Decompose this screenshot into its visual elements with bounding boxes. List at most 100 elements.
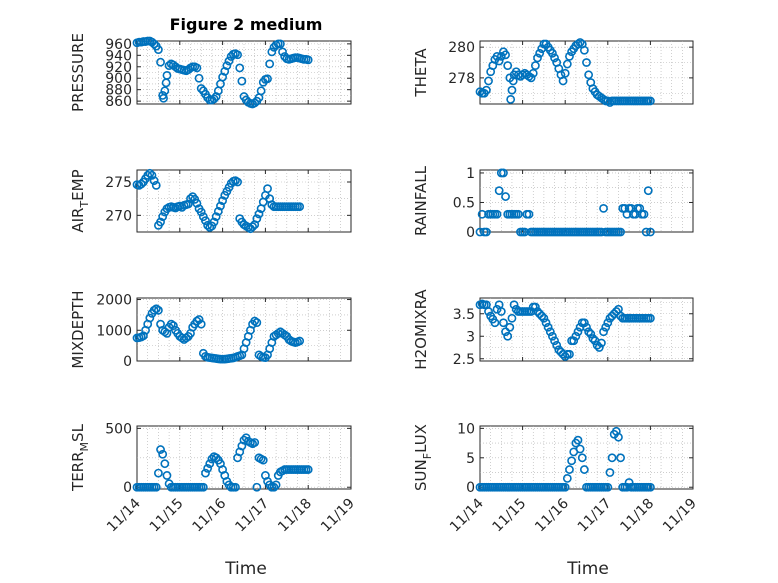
data-point-pressure xyxy=(160,86,170,96)
data-point-theta xyxy=(573,39,583,49)
data-point-air_temp xyxy=(143,170,153,180)
grid-rainfall xyxy=(480,170,693,232)
data-point-terr_msl xyxy=(269,482,279,492)
data-point-h2omixra xyxy=(571,331,581,341)
y-tick-label-sun_flux: 5 xyxy=(466,451,475,467)
x-tick-label: 11/14 xyxy=(104,495,144,535)
data-point-h2omixra xyxy=(560,352,570,361)
data-point-theta xyxy=(582,58,591,67)
y-axis-label-theta: THETA xyxy=(412,48,430,98)
data-point-h2omixra xyxy=(586,329,596,339)
data-point-sun_flux xyxy=(577,453,587,463)
data-point-h2omixra xyxy=(545,327,555,337)
data-point-air_temp xyxy=(201,216,210,226)
data-point-h2omixra xyxy=(594,343,604,352)
y-tick-label-terr_msl: 500 xyxy=(105,421,132,437)
series-rainfall xyxy=(475,168,655,237)
x-tick-label: 11/16 xyxy=(532,495,572,535)
data-point-air_temp xyxy=(233,177,242,187)
series-h2omixra xyxy=(475,299,655,361)
series-mixdepth xyxy=(132,304,305,364)
data-point-air_temp xyxy=(218,196,227,206)
data-point-air_temp xyxy=(254,209,264,219)
data-point-h2omixra xyxy=(597,338,606,348)
data-point-air_temp xyxy=(186,194,195,204)
y-tick-label-pressure: 900 xyxy=(105,71,132,87)
panel-mixdepth: 0 1000 2000 MIXDEPTH xyxy=(69,290,352,370)
data-point-rainfall xyxy=(641,227,651,237)
data-point-air_temp xyxy=(263,184,272,194)
data-point-theta xyxy=(496,51,506,61)
data-point-terr_msl xyxy=(162,471,172,480)
series-air_temp xyxy=(132,168,305,234)
data-point-terr_msl xyxy=(156,445,165,454)
data-point-mixdepth xyxy=(145,313,155,323)
y-tick-label-theta: 280 xyxy=(448,40,475,56)
data-point-h2omixra xyxy=(543,322,553,332)
data-point-mixdepth xyxy=(153,305,163,315)
data-point-air_temp xyxy=(183,199,193,209)
y-tick-label-terr_msl: 0 xyxy=(123,480,132,496)
data-point-theta xyxy=(575,38,585,47)
y-tick-label-h2omixra: 2.5 xyxy=(453,352,475,368)
x-tick-label: 11/16 xyxy=(190,495,230,535)
data-point-air_temp xyxy=(211,212,221,222)
data-point-theta xyxy=(506,94,516,104)
x-tick-label: 11/15 xyxy=(490,496,530,536)
data-point-pressure xyxy=(275,39,285,49)
series-terr_msl xyxy=(132,433,313,492)
data-point-h2omixra xyxy=(492,304,502,314)
data-point-theta xyxy=(530,61,540,70)
panel-air_temp: 270 275 AIRTEMP xyxy=(69,168,352,234)
data-point-rainfall xyxy=(643,186,653,196)
x-tick-label: 11/18 xyxy=(617,496,657,536)
data-point-rainfall xyxy=(599,203,608,213)
data-point-h2omixra xyxy=(552,340,562,350)
data-point-terr_msl xyxy=(250,438,260,447)
data-point-h2omixra xyxy=(548,331,557,341)
y-tick-label-theta: 278 xyxy=(448,71,475,87)
panel-h2omixra: 2.5 3 3.5 H2OMIXRA xyxy=(412,289,694,370)
data-point-terr_msl xyxy=(201,468,210,478)
data-point-mixdepth xyxy=(295,336,305,346)
data-point-pressure xyxy=(233,50,242,60)
x-tick-label: 11/19 xyxy=(318,496,358,536)
y-tick-label-mixdepth: 0 xyxy=(123,354,132,370)
data-point-sun_flux xyxy=(616,453,625,463)
data-point-terr_msl xyxy=(153,468,163,478)
data-point-mixdepth xyxy=(139,331,148,341)
data-point-rainfall xyxy=(513,209,523,219)
data-point-theta xyxy=(584,70,594,80)
y-axis-label-air_temp: AIRTEMP xyxy=(69,169,91,232)
data-point-terr_msl xyxy=(231,482,240,492)
data-point-rainfall xyxy=(492,209,502,219)
data-point-terr_msl xyxy=(198,482,208,492)
data-point-mixdepth xyxy=(196,319,206,329)
x-axis-label-left: Time xyxy=(224,559,267,579)
grid-sun_flux xyxy=(480,426,693,489)
data-point-theta xyxy=(550,53,559,63)
y-tick-label-h2omixra: 3.5 xyxy=(453,307,475,323)
y-tick-label-h2omixra: 3 xyxy=(466,329,475,345)
data-point-terr_msl xyxy=(271,480,281,490)
data-point-theta xyxy=(481,85,491,95)
data-point-rainfall xyxy=(520,227,530,237)
data-point-theta xyxy=(508,76,518,86)
data-point-pressure xyxy=(149,39,159,49)
panel-terr_msl: 0 500 11/14 11/15 11/16 11/17 11/18 11/19 TERRMS… xyxy=(69,421,358,535)
x-tick-label: 11/19 xyxy=(660,496,700,536)
data-point-sun_flux xyxy=(646,482,655,492)
data-point-h2omixra xyxy=(565,349,574,359)
y-axis-label-terr_msl: TERRMSL xyxy=(69,423,91,492)
data-point-pressure xyxy=(278,47,287,57)
data-point-theta xyxy=(501,50,510,60)
panel-sun_flux: 0 5 10 11/14 11/15 11/16 11/17 11/18 11/19 SUNFLU… xyxy=(412,421,700,535)
data-point-pressure xyxy=(250,98,260,108)
data-point-mixdepth xyxy=(252,318,262,327)
data-point-theta xyxy=(603,96,613,106)
data-point-terr_msl xyxy=(258,455,268,465)
data-point-sun_flux xyxy=(565,465,574,474)
data-point-pressure xyxy=(153,45,163,54)
data-point-sun_flux xyxy=(624,478,634,487)
